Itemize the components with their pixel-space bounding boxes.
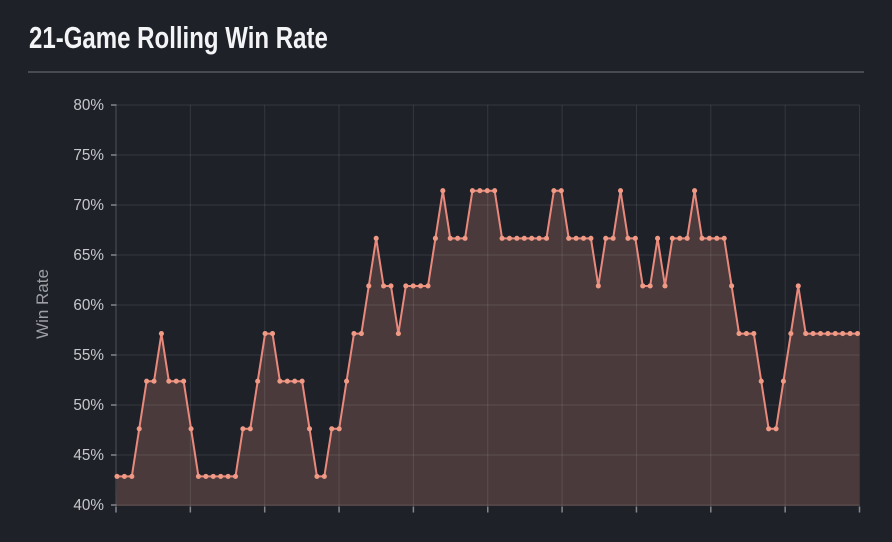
svg-text:60%: 60% — [73, 297, 104, 314]
svg-text:65%: 65% — [73, 247, 104, 264]
svg-text:80%: 80% — [73, 97, 104, 114]
svg-text:50%: 50% — [73, 397, 104, 414]
svg-text:Win Rate: Win Rate — [33, 269, 52, 339]
svg-text:70%: 70% — [73, 197, 104, 214]
svg-text:75%: 75% — [73, 147, 104, 164]
svg-text:40%: 40% — [73, 497, 104, 514]
svg-text:55%: 55% — [73, 347, 104, 364]
svg-text:45%: 45% — [73, 447, 104, 464]
